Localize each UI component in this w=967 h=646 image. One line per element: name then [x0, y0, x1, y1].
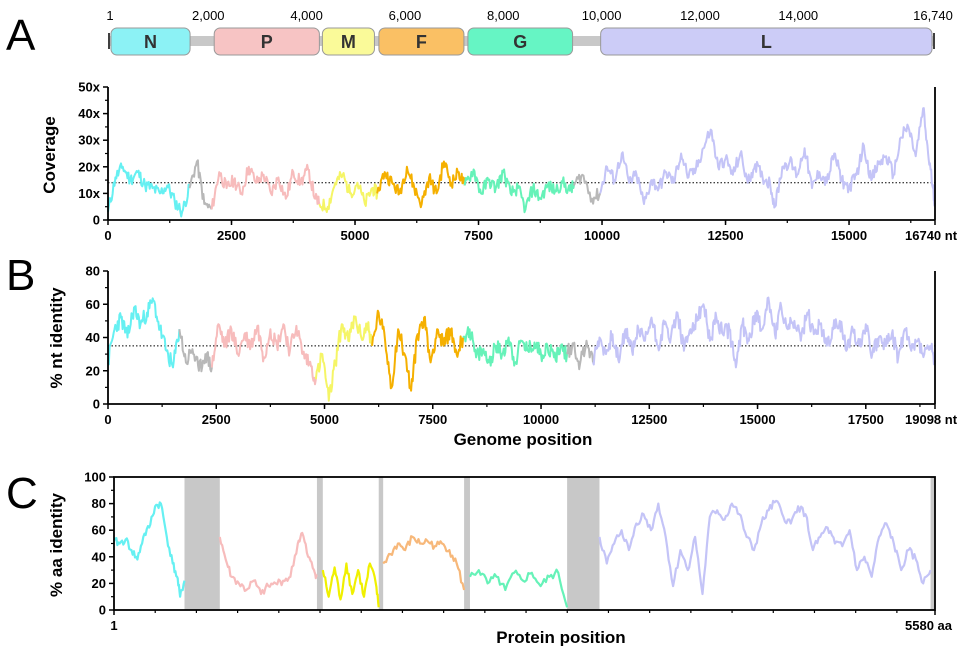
x-tick-label: 5000: [341, 228, 370, 243]
series-line-F: [371, 309, 465, 392]
x-tick-label: 2500: [217, 228, 246, 243]
y-tick-label: 60: [86, 297, 100, 312]
series-line-P: [218, 531, 318, 596]
y-tick-label: 80: [86, 264, 100, 279]
series-line-L: [592, 296, 936, 369]
panel-c-letter: C: [6, 469, 38, 518]
gene-box-M: [321, 27, 375, 56]
y-tick-label: 40x: [78, 106, 100, 121]
series-line-F: [376, 160, 466, 209]
gene-label-G: G: [513, 32, 527, 52]
series-line-L: [598, 499, 932, 596]
gene-box-L: [600, 27, 933, 56]
y-tick-label: 40: [92, 549, 106, 564]
series-line-M: [318, 171, 379, 214]
gene-label-N: N: [144, 32, 157, 52]
x-tick-label: 16740 nt: [905, 228, 958, 243]
y-tick-label: 60: [92, 523, 106, 538]
genome-map: N P M F G L1 2,000 4,000 6,000 8,000 10,000 12,000 1…: [106, 8, 953, 56]
x-tick-label: 0: [104, 228, 111, 243]
panel-a-letter: A: [6, 11, 36, 60]
x-tick-label: 10000: [523, 412, 559, 427]
x-tick-label: 5580 aa: [905, 618, 953, 633]
x-tick-label: 19098 nt: [905, 412, 958, 427]
series-line-F: [382, 535, 466, 591]
x-tick-label: 15000: [739, 412, 775, 427]
series-line-G: [468, 568, 569, 608]
x-tick-label: 1: [110, 618, 117, 633]
gene-label-P: P: [261, 32, 273, 52]
gene-box-N: [110, 27, 191, 56]
y-tick-label: 20x: [78, 159, 100, 174]
genome-tick-label: 6,000: [389, 8, 422, 23]
series-line-L: [599, 107, 936, 209]
series-line-gap: [188, 159, 213, 210]
series-line-P: [210, 163, 321, 210]
x-tick-label: 15000: [831, 228, 867, 243]
genome-tick-label: 4,000: [290, 8, 323, 23]
x-tick-label: 12500: [631, 412, 667, 427]
y-tick-label: 40: [86, 330, 100, 345]
gene-label-F: F: [416, 32, 427, 52]
x-tick-label: 12500: [707, 228, 743, 243]
genome-tick-label: 10,000: [582, 8, 622, 23]
gene-box-P: [213, 27, 320, 56]
y-tick-label: 20: [86, 363, 100, 378]
x-tick-label: 10000: [584, 228, 620, 243]
genome-tick-label: 8,000: [487, 8, 520, 23]
panel-b-y-axis-title: % nt identity: [47, 287, 66, 389]
gap-bar: [930, 477, 935, 610]
series-line-gap: [572, 173, 602, 205]
series-line-G: [462, 326, 568, 367]
gap-bar: [184, 477, 220, 610]
y-tick-label: 0: [93, 213, 100, 228]
panel-c-aa-identity-chart: % aa identity Protein position 0 20 40 60 80…: [47, 470, 953, 646]
gap-bar: [316, 477, 323, 610]
genome-tick-label: 2,000: [192, 8, 225, 23]
y-tick-label: 30x: [78, 133, 100, 148]
gene-label-L: L: [761, 32, 772, 52]
x-tick-label: 17500: [848, 412, 884, 427]
genome-tick-label: 12,000: [680, 8, 720, 23]
panel-c-y-axis-title: % aa identity: [47, 492, 66, 596]
series-line-G: [463, 168, 575, 214]
gap-bar: [378, 477, 384, 610]
genome-tick-label: 1: [106, 8, 113, 23]
y-tick-label: 100: [84, 470, 106, 485]
x-tick-label: 5000: [310, 412, 339, 427]
y-tick-label: 10x: [78, 186, 100, 201]
y-tick-label: 80: [92, 496, 106, 511]
series-line-N: [107, 162, 191, 218]
gene-label-M: M: [341, 32, 356, 52]
gap-bar: [567, 477, 600, 610]
series-line-N: [113, 501, 186, 598]
genome-tick-label: 14,000: [778, 8, 818, 23]
y-tick-label: 20: [92, 576, 106, 591]
gene-box-F: [378, 27, 465, 56]
panel-b-x-axis-title: Genome position: [454, 430, 593, 449]
gene-box-G: [467, 27, 574, 56]
series-line-gap: [178, 329, 213, 373]
genome-tick-label: 16,740: [913, 8, 953, 23]
x-tick-label: 7500: [464, 228, 493, 243]
series-line-M: [321, 562, 380, 608]
series-line-gap: [566, 339, 594, 371]
y-tick-label: 50x: [78, 80, 100, 95]
series-line-P: [210, 323, 317, 386]
panel-b-letter: B: [6, 251, 35, 300]
panel-a-coverage-chart: Coverage 0 10x 20x 30x 40x 50x 0 2500 5000 7500 10…: [40, 80, 958, 244]
x-tick-label: 2500: [202, 412, 231, 427]
y-tick-label: 0: [99, 603, 106, 618]
y-tick-label: 0: [93, 397, 100, 412]
series-line-N: [107, 297, 181, 369]
gap-bar: [464, 477, 470, 610]
panel-c-x-axis-title: Protein position: [496, 628, 625, 646]
panel-a-y-axis-title: Coverage: [40, 116, 59, 193]
panel-b-nt-identity-chart: % nt identity Genome position 0 20 40 60 80 0…: [47, 264, 958, 450]
x-tick-label: 7500: [418, 412, 447, 427]
x-tick-label: 0: [104, 412, 111, 427]
series-line-M: [314, 315, 374, 402]
